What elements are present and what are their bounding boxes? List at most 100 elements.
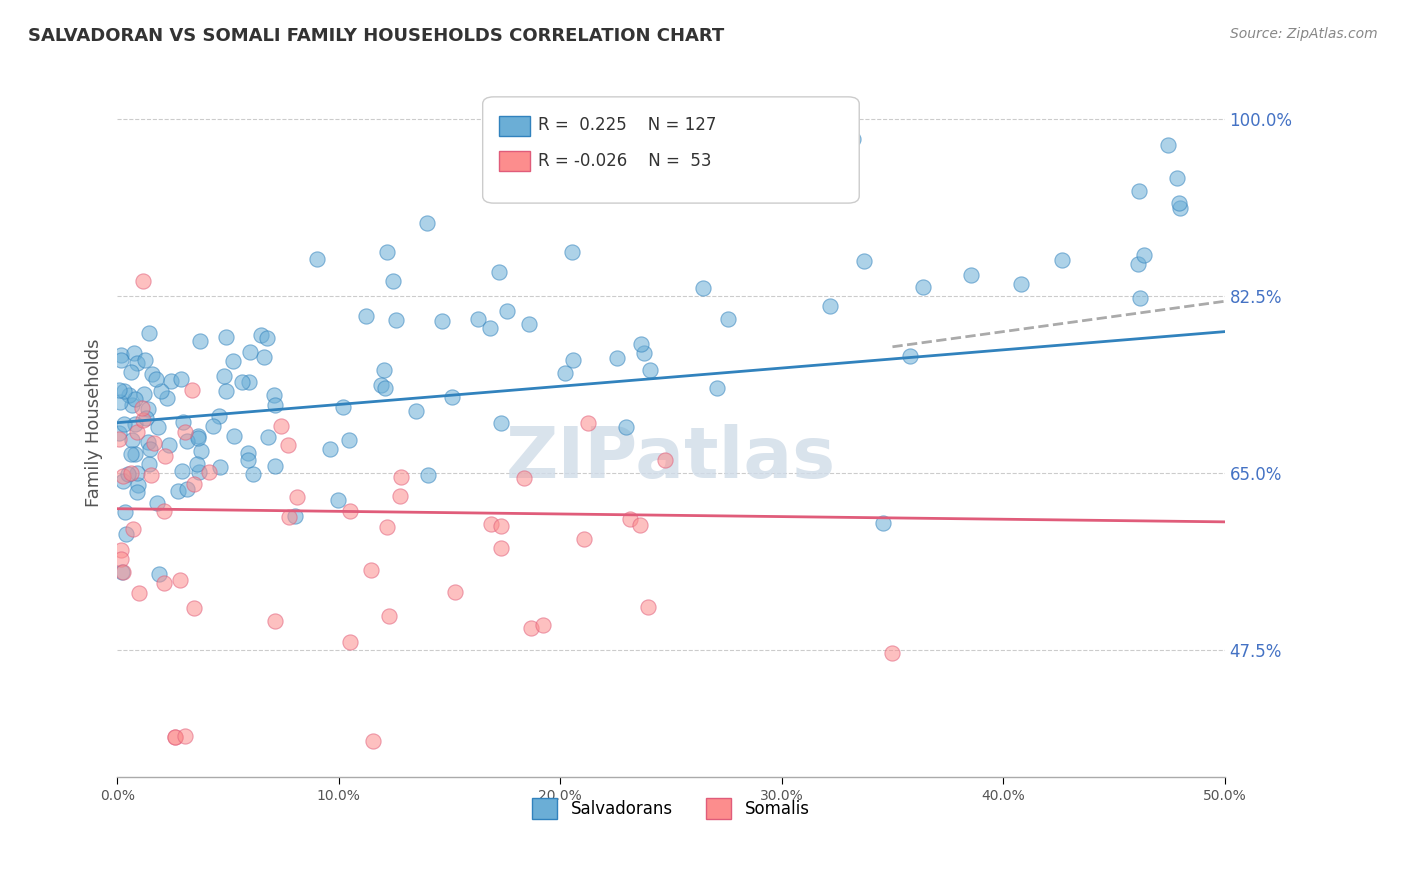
Point <box>141 367 163 381</box>
Point <box>263 614 285 628</box>
Point <box>375 245 398 260</box>
Point <box>277 438 299 452</box>
Point <box>156 391 179 405</box>
Point <box>136 401 159 416</box>
Point <box>134 353 156 368</box>
Point <box>1170 201 1192 215</box>
Point <box>619 511 641 525</box>
Point <box>415 216 437 230</box>
Point <box>430 313 453 327</box>
Point <box>488 265 510 279</box>
Point <box>872 516 894 530</box>
Point <box>153 503 176 517</box>
Point <box>337 433 360 447</box>
Point <box>148 566 170 581</box>
Point <box>242 467 264 482</box>
Point <box>132 413 155 427</box>
Point <box>717 312 740 326</box>
Point <box>285 490 308 504</box>
Point <box>326 492 349 507</box>
Point <box>706 381 728 395</box>
Point <box>155 449 177 463</box>
Point <box>110 552 132 566</box>
Point <box>374 381 396 395</box>
Point <box>215 330 238 344</box>
Point <box>136 435 159 450</box>
Point <box>238 446 260 460</box>
Text: R =  0.225    N = 127: R = 0.225 N = 127 <box>538 116 717 134</box>
Point <box>157 438 180 452</box>
Point <box>108 383 131 397</box>
Point <box>853 254 876 268</box>
Point <box>444 584 467 599</box>
Point <box>264 459 287 474</box>
Point <box>110 395 132 409</box>
Point <box>561 244 583 259</box>
Point <box>139 442 162 456</box>
Point <box>122 345 145 359</box>
Point <box>153 575 176 590</box>
Point <box>517 317 540 331</box>
Point <box>208 409 231 423</box>
Point <box>628 518 651 533</box>
Point <box>370 378 392 392</box>
Point <box>176 482 198 496</box>
Point <box>305 252 328 266</box>
Point <box>489 519 512 533</box>
Point <box>270 418 292 433</box>
Y-axis label: Family Households: Family Households <box>86 338 103 507</box>
Point <box>531 618 554 632</box>
Point <box>125 356 148 370</box>
Point <box>519 621 541 635</box>
Point <box>354 309 377 323</box>
Point <box>249 328 271 343</box>
Point <box>111 565 134 579</box>
Point <box>181 383 204 397</box>
Point <box>1129 291 1152 305</box>
Point <box>172 415 194 429</box>
Point <box>174 729 197 743</box>
Text: SALVADORAN VS SOMALI FAMILY HOUSEHOLDS CORRELATION CHART: SALVADORAN VS SOMALI FAMILY HOUSEHOLDS C… <box>28 27 724 45</box>
Legend: Salvadorans, Somalis: Salvadorans, Somalis <box>526 791 817 825</box>
Point <box>190 444 212 458</box>
Point <box>125 485 148 500</box>
Point <box>495 303 517 318</box>
Point <box>145 372 167 386</box>
Point <box>489 416 512 430</box>
Point <box>263 398 285 412</box>
Point <box>142 435 165 450</box>
Point <box>606 351 628 366</box>
Point <box>633 346 655 360</box>
Point <box>1126 257 1149 271</box>
Point <box>132 387 155 401</box>
Point <box>120 365 142 379</box>
Point <box>112 384 135 398</box>
Point <box>118 388 141 402</box>
Point <box>112 469 135 483</box>
Point <box>319 442 342 456</box>
Point <box>1010 277 1032 291</box>
Point <box>188 334 211 348</box>
Point <box>614 420 637 434</box>
Point <box>160 374 183 388</box>
Point <box>236 452 259 467</box>
Point <box>121 398 143 412</box>
Point <box>1128 184 1150 198</box>
Point <box>187 465 209 479</box>
Point <box>1133 248 1156 262</box>
Point <box>187 431 209 445</box>
Point <box>120 447 142 461</box>
Point <box>278 509 301 524</box>
Point <box>360 563 382 577</box>
Point <box>145 495 167 509</box>
Point <box>172 464 194 478</box>
Point <box>239 344 262 359</box>
Point <box>630 336 652 351</box>
Point <box>110 348 132 362</box>
Point <box>125 466 148 480</box>
Point <box>638 363 661 377</box>
Point <box>375 520 398 534</box>
Text: ZIPatlas: ZIPatlas <box>506 424 837 492</box>
Point <box>125 425 148 439</box>
Point <box>882 647 904 661</box>
